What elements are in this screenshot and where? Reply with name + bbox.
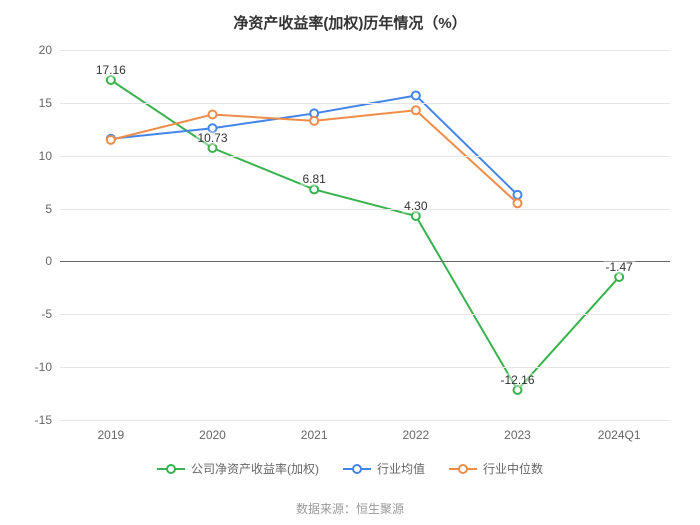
zero-line [60, 261, 670, 262]
data-label: 4.30 [402, 199, 429, 213]
x-tick-label: 2021 [301, 420, 328, 442]
data-label: 17.16 [94, 63, 128, 77]
series-marker [412, 106, 420, 114]
series-marker [514, 386, 522, 394]
legend-marker [343, 463, 371, 475]
legend-item: 行业中位数 [449, 460, 543, 477]
legend-marker [449, 463, 477, 475]
series-marker [107, 136, 115, 144]
grid-line [60, 314, 670, 315]
legend-marker [157, 463, 185, 475]
legend-item: 公司净资产收益率(加权) [157, 460, 319, 477]
legend-label: 行业中位数 [483, 460, 543, 477]
data-label: -12.16 [498, 373, 536, 387]
series-marker [310, 185, 318, 193]
y-tick-label: 5 [45, 202, 60, 216]
series-marker [310, 117, 318, 125]
series-marker [412, 91, 420, 99]
grid-line [60, 103, 670, 104]
y-tick-label: 0 [45, 254, 60, 268]
x-tick-label: 2019 [97, 420, 124, 442]
legend-label: 公司净资产收益率(加权) [191, 460, 319, 477]
grid-line [60, 156, 670, 157]
chart-container: 净资产收益率(加权)历年情况（%） -15-10-505101520201920… [0, 0, 700, 525]
y-tick-label: 20 [39, 43, 60, 57]
x-tick-label: 2023 [504, 420, 531, 442]
legend-item: 行业均值 [343, 460, 425, 477]
series-line [111, 80, 619, 390]
series-marker [107, 76, 115, 84]
grid-line [60, 50, 670, 51]
y-tick-label: 15 [39, 96, 60, 110]
series-marker [209, 144, 217, 152]
data-label: 6.81 [300, 173, 327, 187]
y-tick-label: -5 [41, 307, 60, 321]
data-source: 数据来源：恒生聚源 [0, 500, 700, 517]
x-tick-label: 2022 [402, 420, 429, 442]
y-tick-label: -15 [35, 413, 60, 427]
x-tick-label: 2020 [199, 420, 226, 442]
series-marker [514, 191, 522, 199]
grid-line [60, 420, 670, 421]
series-marker [514, 199, 522, 207]
data-label: 10.73 [195, 131, 229, 145]
series-marker [209, 110, 217, 118]
chart-svg [60, 50, 670, 420]
legend-label: 行业均值 [377, 460, 425, 477]
legend: 公司净资产收益率(加权) 行业均值 行业中位数 [0, 460, 700, 477]
plot-area: -15-10-505101520201920202021202220232024… [60, 50, 670, 420]
data-label: -1.47 [603, 260, 634, 274]
y-tick-label: -10 [35, 360, 60, 374]
grid-line [60, 367, 670, 368]
series-marker [615, 273, 623, 281]
y-tick-label: 10 [39, 149, 60, 163]
grid-line [60, 209, 670, 210]
chart-title: 净资产收益率(加权)历年情况（%） [0, 0, 700, 33]
x-tick-label: 2024Q1 [598, 420, 641, 442]
